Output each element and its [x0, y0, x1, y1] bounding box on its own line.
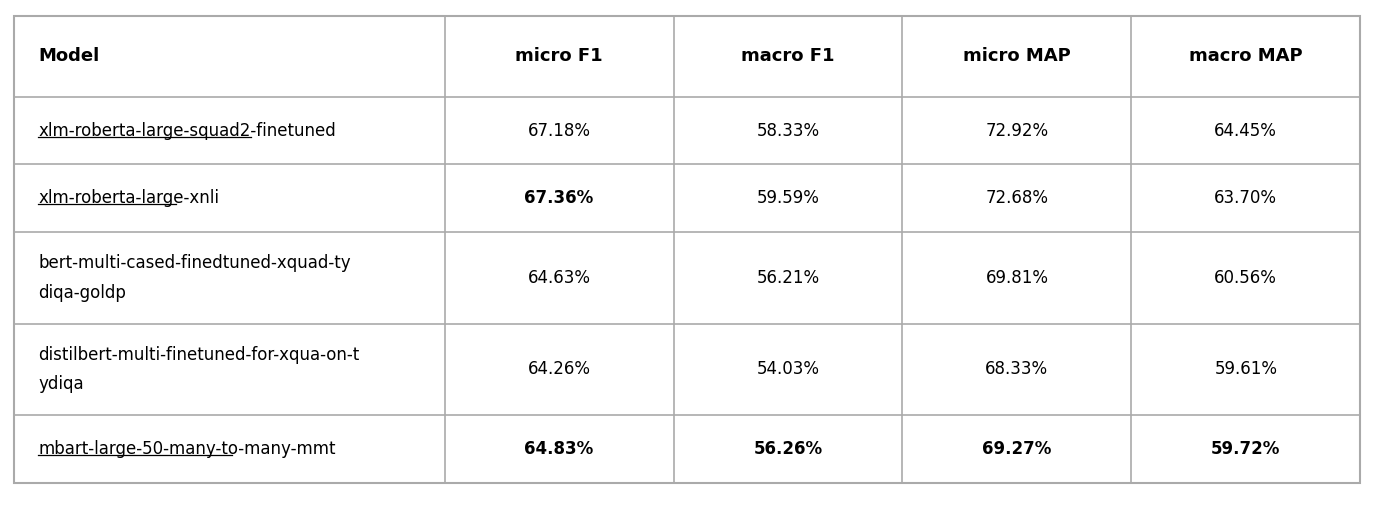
Text: diqa-goldp: diqa-goldp	[38, 283, 126, 302]
Text: ydiqa: ydiqa	[38, 375, 84, 393]
Text: 64.45%: 64.45%	[1215, 122, 1278, 139]
Text: 64.63%: 64.63%	[528, 269, 591, 287]
Bar	[14, 16, 1360, 483]
Text: micro F1: micro F1	[515, 47, 603, 65]
Text: 67.36%: 67.36%	[525, 189, 594, 207]
Text: 59.61%: 59.61%	[1215, 360, 1278, 378]
Text: 56.26%: 56.26%	[753, 440, 823, 458]
Text: 68.33%: 68.33%	[985, 360, 1048, 378]
Text: xlm-roberta-large-xnli: xlm-roberta-large-xnli	[38, 189, 220, 207]
Bar	[14, 16, 1360, 483]
Text: 69.27%: 69.27%	[982, 440, 1051, 458]
Text: 59.59%: 59.59%	[757, 189, 819, 207]
Text: 64.83%: 64.83%	[525, 440, 594, 458]
Text: 67.18%: 67.18%	[528, 122, 591, 139]
Text: 72.92%: 72.92%	[985, 122, 1048, 139]
Text: distilbert-multi-finetuned-for-xqua-on-t: distilbert-multi-finetuned-for-xqua-on-t	[38, 346, 360, 364]
Text: macro MAP: macro MAP	[1189, 47, 1303, 65]
Text: 59.72%: 59.72%	[1210, 440, 1281, 458]
Text: 58.33%: 58.33%	[757, 122, 819, 139]
Text: micro MAP: micro MAP	[963, 47, 1070, 65]
Text: 54.03%: 54.03%	[757, 360, 819, 378]
Text: mbart-large-50-many-to-many-mmt: mbart-large-50-many-to-many-mmt	[38, 440, 337, 458]
Text: macro F1: macro F1	[741, 47, 835, 65]
Text: xlm-roberta-large-squad2-finetuned: xlm-roberta-large-squad2-finetuned	[38, 122, 337, 139]
Text: 72.68%: 72.68%	[985, 189, 1048, 207]
Text: 63.70%: 63.70%	[1215, 189, 1278, 207]
Text: 69.81%: 69.81%	[985, 269, 1048, 287]
Text: 56.21%: 56.21%	[757, 269, 819, 287]
Text: Model: Model	[38, 47, 100, 65]
Text: 60.56%: 60.56%	[1215, 269, 1278, 287]
Text: bert-multi-cased-finedtuned-xquad-ty: bert-multi-cased-finedtuned-xquad-ty	[38, 254, 352, 272]
Text: 64.26%: 64.26%	[528, 360, 591, 378]
